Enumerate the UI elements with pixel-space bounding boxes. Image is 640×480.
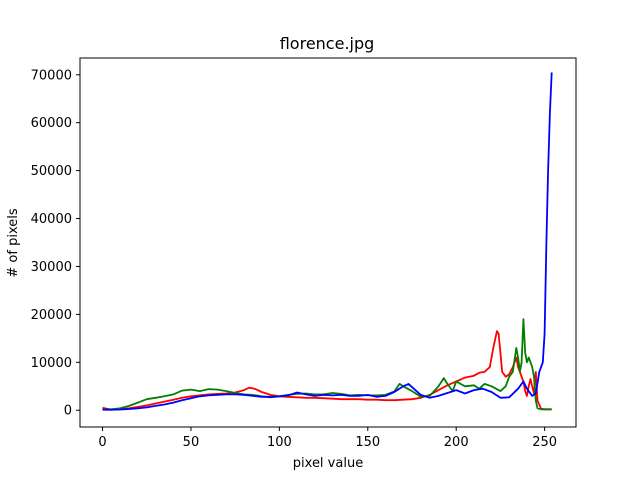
x-tick-label: 250 [532, 435, 557, 450]
x-tick-label: 0 [98, 435, 106, 450]
plot-frame [79, 57, 577, 428]
y-tick-label: 40000 [31, 212, 72, 227]
y-tick-label: 50000 [31, 164, 72, 179]
y-tick-label: 10000 [31, 356, 72, 371]
x-tick-label: 200 [444, 435, 469, 450]
y-axis-label: # of pixels [6, 208, 21, 277]
series-line-1 [102, 318, 552, 411]
x-tick-label: 100 [267, 435, 292, 450]
x-axis: 0 50 100 150 200 250 [98, 427, 557, 450]
y-tick-label: 30000 [31, 260, 72, 275]
y-tick-label: 60000 [31, 116, 72, 131]
series-layer [102, 72, 553, 411]
y-axis: 0 10000 20000 30000 40000 50000 60000 70000 [31, 68, 80, 419]
y-tick-label: 0 [64, 404, 72, 419]
x-tick-label: 50 [183, 435, 200, 450]
chart-title: florence.jpg [280, 34, 375, 53]
y-tick-label: 20000 [31, 308, 72, 323]
x-tick-label: 150 [355, 435, 380, 450]
series-line-2 [102, 72, 553, 411]
y-tick-label: 70000 [31, 68, 72, 83]
x-axis-label: pixel value [293, 456, 363, 471]
series-line-0 [102, 330, 552, 411]
